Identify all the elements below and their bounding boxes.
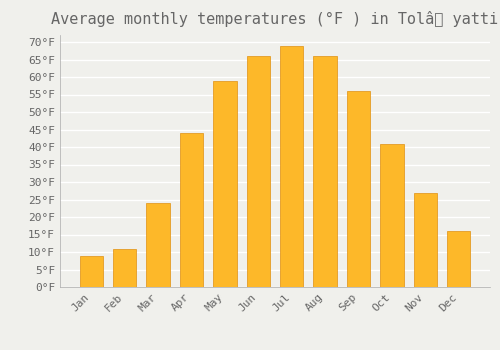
Title: Average monthly temperatures (°F ) in Tolâ yatti: Average monthly temperatures (°F ) in To… (52, 11, 498, 27)
Bar (414, 193, 437, 287)
Bar (246, 56, 270, 287)
Bar (180, 133, 203, 287)
Bar (447, 231, 470, 287)
Bar (80, 256, 103, 287)
Bar (380, 144, 404, 287)
Bar (314, 56, 337, 287)
Bar (347, 91, 370, 287)
Bar (213, 80, 236, 287)
Bar (113, 248, 136, 287)
Bar (280, 46, 303, 287)
Bar (146, 203, 170, 287)
